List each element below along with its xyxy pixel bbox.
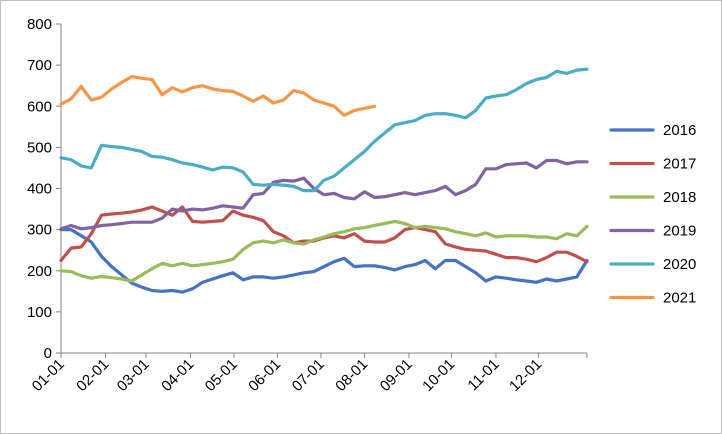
- x-tick-label: 09-01: [377, 356, 416, 395]
- x-tick-label: 05-01: [202, 356, 241, 395]
- legend-label-2018: 2018: [663, 189, 696, 206]
- series-line-2021: [59, 74, 377, 117]
- legend-label-2016: 2016: [663, 122, 696, 139]
- y-tick-label: 400: [27, 181, 52, 198]
- x-axis: 01-01 02-01 03-01 04-01 05-01 06-01 07-01 08-01…: [29, 352, 588, 395]
- x-tick-label: 10-01: [419, 356, 458, 395]
- legend-label-2019: 2019: [663, 223, 696, 240]
- y-axis: 0 100 200 300 400 500 600 700 800: [27, 16, 62, 362]
- series-line-2020: [59, 67, 589, 193]
- y-tick-label: 200: [27, 263, 52, 280]
- series-line-2019: [59, 158, 589, 231]
- y-tick-label: 300: [27, 222, 52, 239]
- y-tick-label: 500: [27, 139, 52, 156]
- x-tick-label: 02-01: [73, 356, 112, 395]
- y-tick-label: 600: [27, 98, 52, 115]
- series-line-2018: [59, 219, 589, 283]
- y-tick-label: 800: [27, 16, 52, 33]
- legend: 2016 2017 2018 2019 2020 2021: [609, 122, 696, 307]
- x-tick-label: 08-01: [332, 356, 371, 395]
- x-tick-label: 06-01: [245, 356, 284, 395]
- series-lines: [59, 67, 589, 294]
- x-tick-label: 12-01: [506, 356, 545, 395]
- x-tick-label: 04-01: [158, 356, 197, 395]
- y-tick-label: 100: [27, 304, 52, 321]
- legend-label-2021: 2021: [663, 290, 696, 307]
- y-tick-label: 700: [27, 57, 52, 74]
- legend-label-2020: 2020: [663, 256, 696, 273]
- x-tick-label: 03-01: [114, 356, 153, 395]
- x-tick-label: 07-01: [289, 356, 328, 395]
- series-line-2016: [59, 228, 589, 294]
- x-tick-label: 11-01: [464, 356, 502, 394]
- y-tick-label: 0: [44, 345, 52, 362]
- legend-label-2017: 2017: [663, 156, 696, 173]
